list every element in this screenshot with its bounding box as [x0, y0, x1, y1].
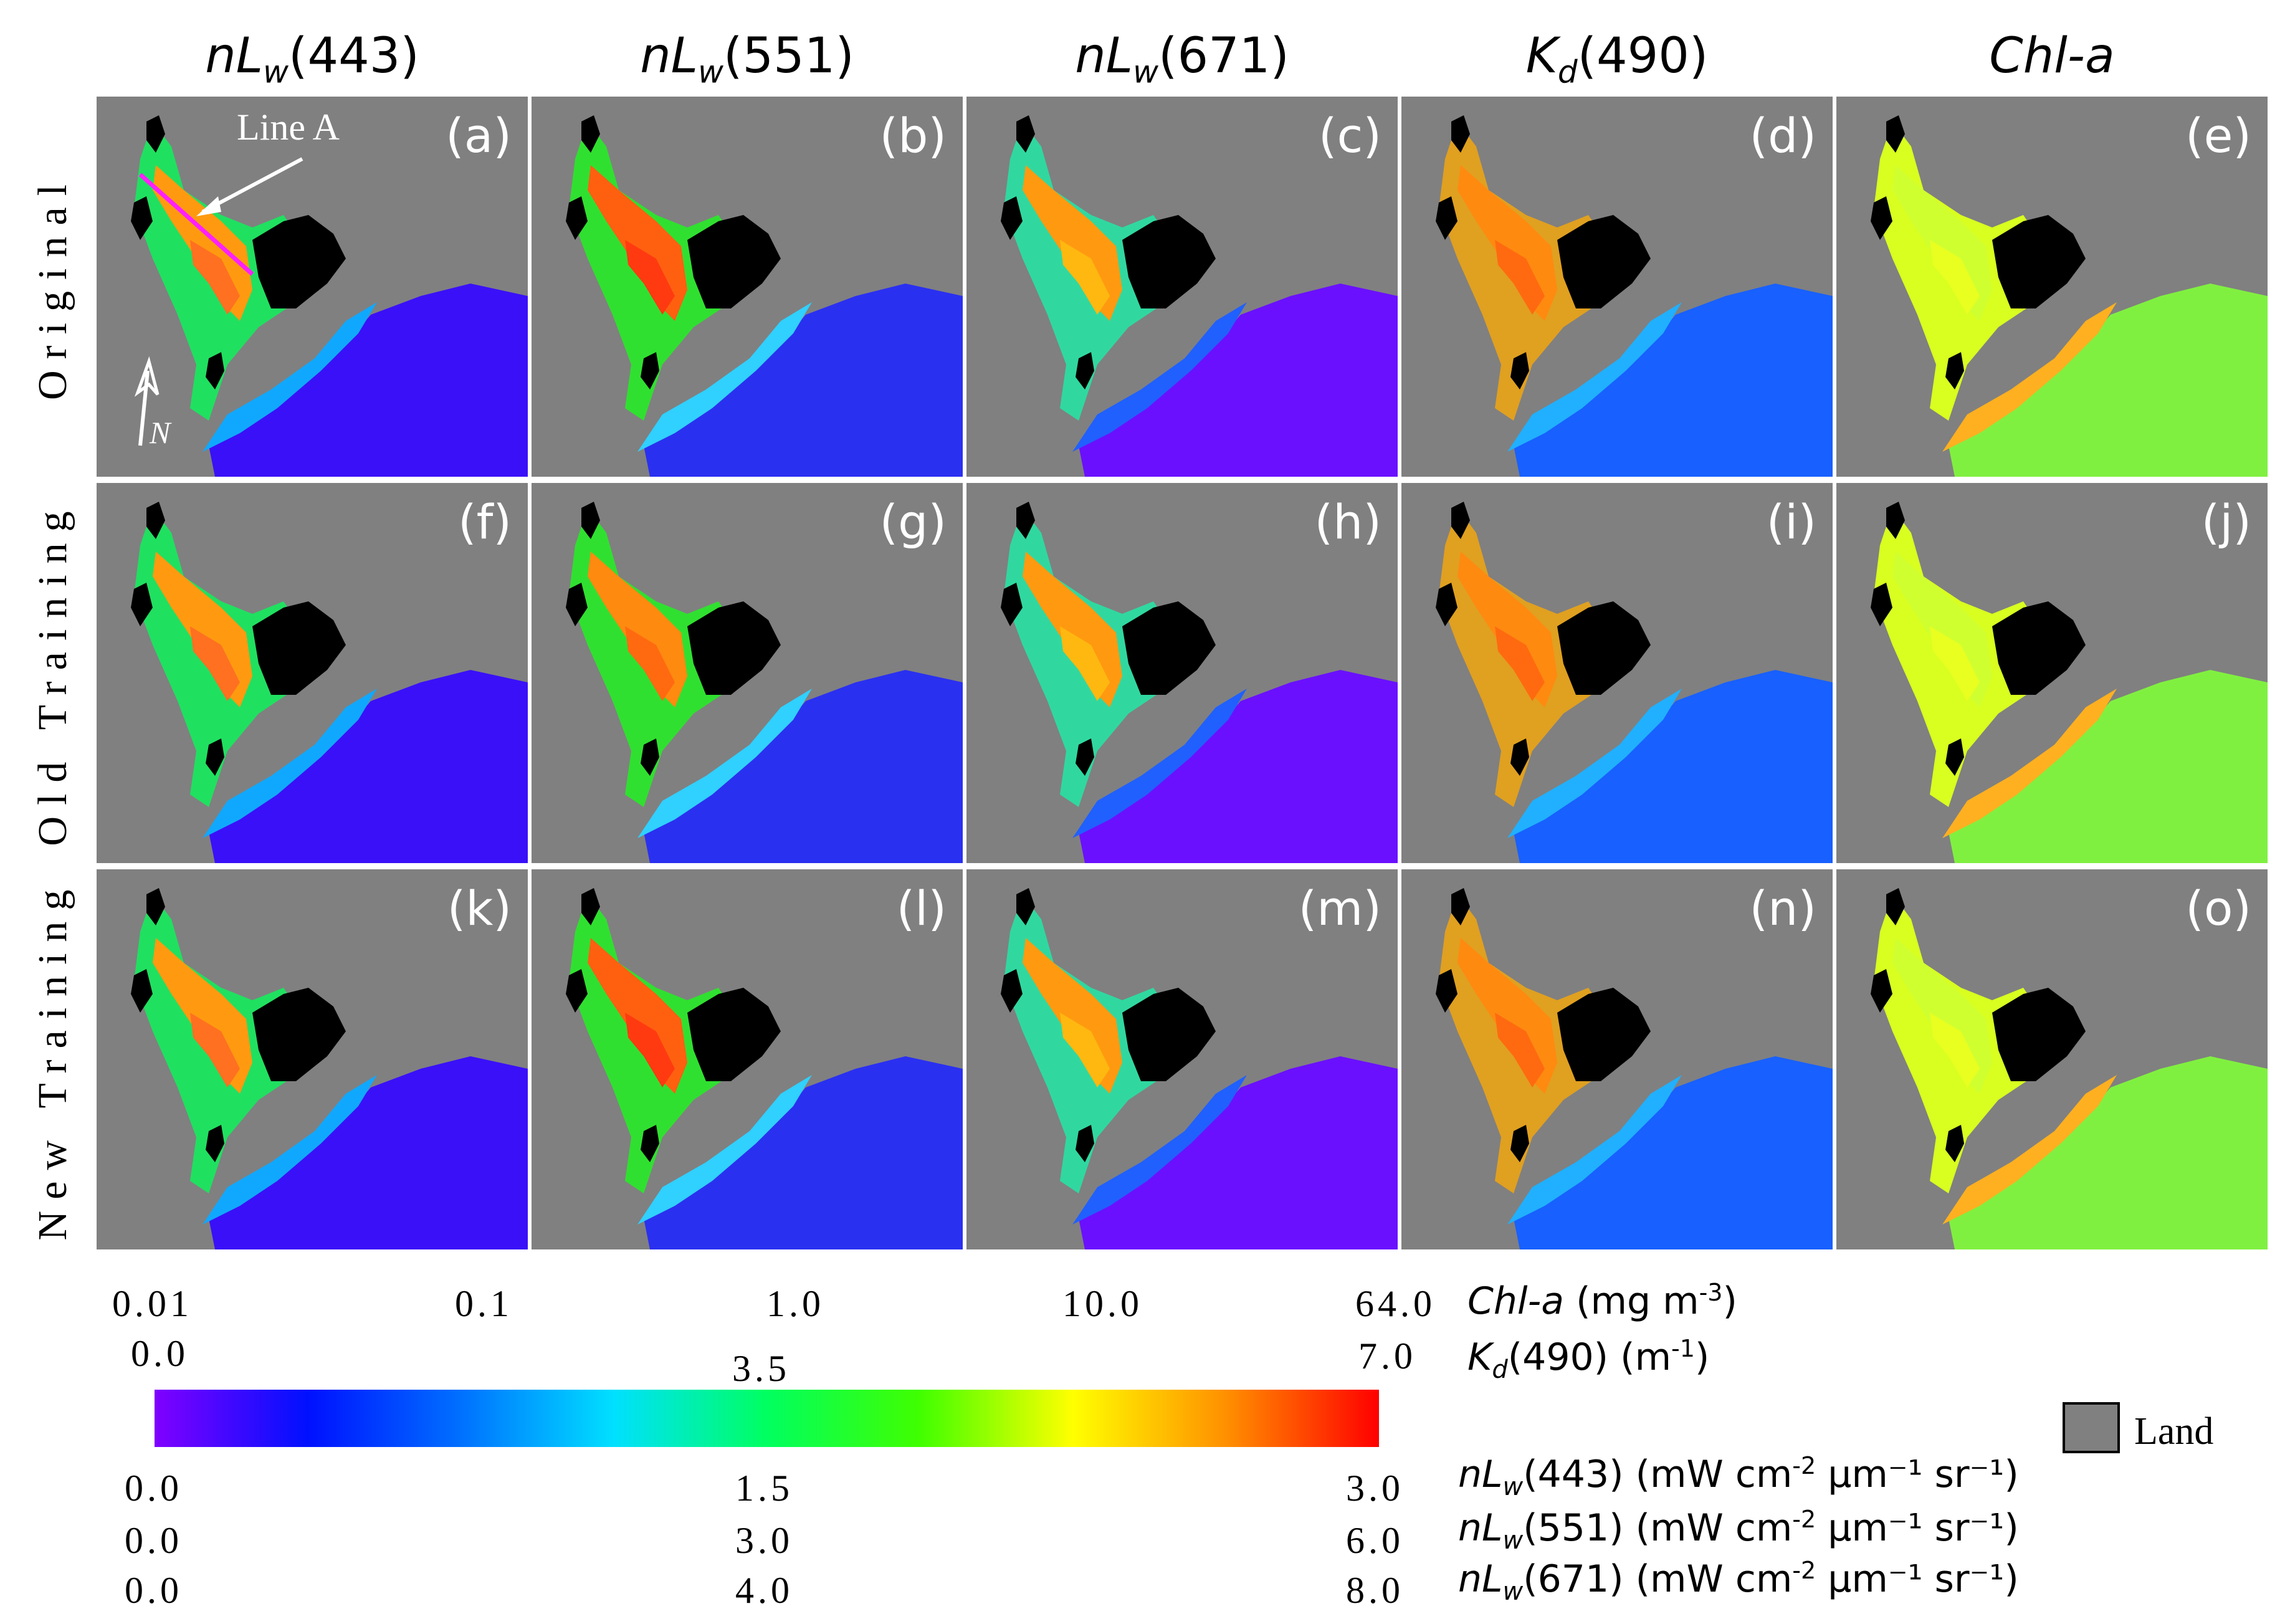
line-a-transect	[138, 173, 254, 276]
land-swatch	[2063, 1402, 2120, 1453]
map-panel: (b)	[532, 97, 963, 477]
north-arrowhead-icon	[134, 356, 160, 397]
map-image	[1436, 502, 1833, 863]
north-label: N	[150, 415, 171, 450]
panel-label: (c)	[1318, 108, 1381, 163]
panel-label: (b)	[879, 108, 947, 163]
map-panel: (c)	[966, 97, 1398, 477]
map-image	[131, 115, 528, 477]
map-image	[131, 502, 528, 863]
nlw551-unit: nLw(551) (mW cm-2 μm⁻¹ sr⁻¹)	[1458, 1506, 2019, 1555]
panel-label: (h)	[1314, 494, 1381, 550]
panel-label: (f)	[457, 494, 512, 550]
nlw551-tick-1: 3.0	[735, 1520, 793, 1561]
chl-tick-0: 0.01	[112, 1283, 193, 1324]
nlw671-tick-2: 8.0	[1346, 1570, 1404, 1611]
map-image	[566, 115, 963, 477]
map-image	[131, 888, 528, 1249]
chl-tick-3: 10.0	[1062, 1283, 1143, 1324]
map-image	[1436, 888, 1833, 1249]
column-title-2: nLw(671)	[1075, 28, 1289, 90]
panel-label: (m)	[1298, 881, 1381, 936]
map-panel: (h)	[966, 483, 1398, 863]
column-title-3: Kd(490)	[1525, 28, 1709, 90]
nlw671-tick-1: 4.0	[735, 1570, 793, 1611]
map-panel: (d)	[1401, 97, 1833, 477]
map-image	[1871, 888, 2268, 1249]
chl-unit: Chl-a (mg m-3)	[1467, 1279, 1737, 1323]
map-image	[1871, 502, 2268, 863]
land-label: Land	[2134, 1410, 2214, 1453]
panel-label: (k)	[447, 881, 512, 936]
map-image	[1001, 115, 1398, 477]
map-panel: Line A N (a)	[97, 97, 528, 477]
map-panel: (g)	[532, 483, 963, 863]
nlw443-tick-0: 0.0	[125, 1468, 183, 1509]
nlw671-tick-0: 0.0	[125, 1570, 183, 1611]
map-panel: (f)	[97, 483, 528, 863]
map-panel: (o)	[1836, 869, 2268, 1249]
row-label-2: New Training	[30, 878, 75, 1241]
panel-label: (g)	[879, 494, 947, 550]
map-image	[1436, 115, 1833, 477]
map-panel: (l)	[532, 869, 963, 1249]
map-panel: (k)	[97, 869, 528, 1249]
north-arrow-icon	[138, 370, 150, 446]
chl-tick-2: 1.0	[766, 1283, 824, 1324]
chl-tick-4: 64.0	[1355, 1283, 1436, 1324]
row-label-0: Original	[30, 173, 75, 400]
kd-tick-1: 3.5	[732, 1348, 790, 1389]
colorbar	[155, 1390, 1379, 1447]
map-image	[1001, 888, 1398, 1249]
nlw443-tick-1: 1.5	[735, 1468, 793, 1509]
column-title-1: nLw(551)	[640, 28, 854, 90]
nlw443-unit: nLw(443) (mW cm-2 μm⁻¹ sr⁻¹)	[1458, 1452, 2019, 1501]
column-title-0: nLw(443)	[205, 28, 419, 90]
kd-tick-0: 0.0	[131, 1333, 189, 1374]
nlw551-tick-0: 0.0	[125, 1520, 183, 1561]
panel-label: (d)	[1749, 108, 1816, 163]
line-a-label: Line A	[237, 107, 340, 148]
map-image	[1871, 115, 2268, 477]
map-panel: (j)	[1836, 483, 2268, 863]
chl-tick-1: 0.1	[455, 1283, 513, 1324]
map-panel: (i)	[1401, 483, 1833, 863]
row-label-1: Old Training	[30, 500, 75, 846]
map-panel: (e)	[1836, 97, 2268, 477]
map-image	[566, 502, 963, 863]
kd-tick-2: 7.0	[1358, 1335, 1416, 1377]
nlw551-tick-2: 6.0	[1346, 1520, 1404, 1561]
nlw671-unit: nLw(671) (mW cm-2 μm⁻¹ sr⁻¹)	[1458, 1557, 2019, 1606]
panel-label: (a)	[446, 108, 512, 163]
map-panel: (n)	[1401, 869, 1833, 1249]
panel-label: (l)	[896, 881, 947, 936]
panel-label: (j)	[2201, 494, 2251, 550]
panel-label: (i)	[1766, 494, 1816, 550]
nlw443-tick-2: 3.0	[1346, 1468, 1404, 1509]
line-a-arrowhead	[196, 196, 221, 216]
panel-label: (o)	[2185, 881, 2251, 936]
column-title-4: Chl-a	[1989, 28, 2115, 84]
map-image	[566, 888, 963, 1249]
panel-label: (n)	[1749, 881, 1816, 936]
map-panel: (m)	[966, 869, 1398, 1249]
map-image	[1001, 502, 1398, 863]
panel-label: (e)	[2185, 108, 2251, 163]
kd-unit: Kd(490) (m-1)	[1467, 1335, 1710, 1384]
